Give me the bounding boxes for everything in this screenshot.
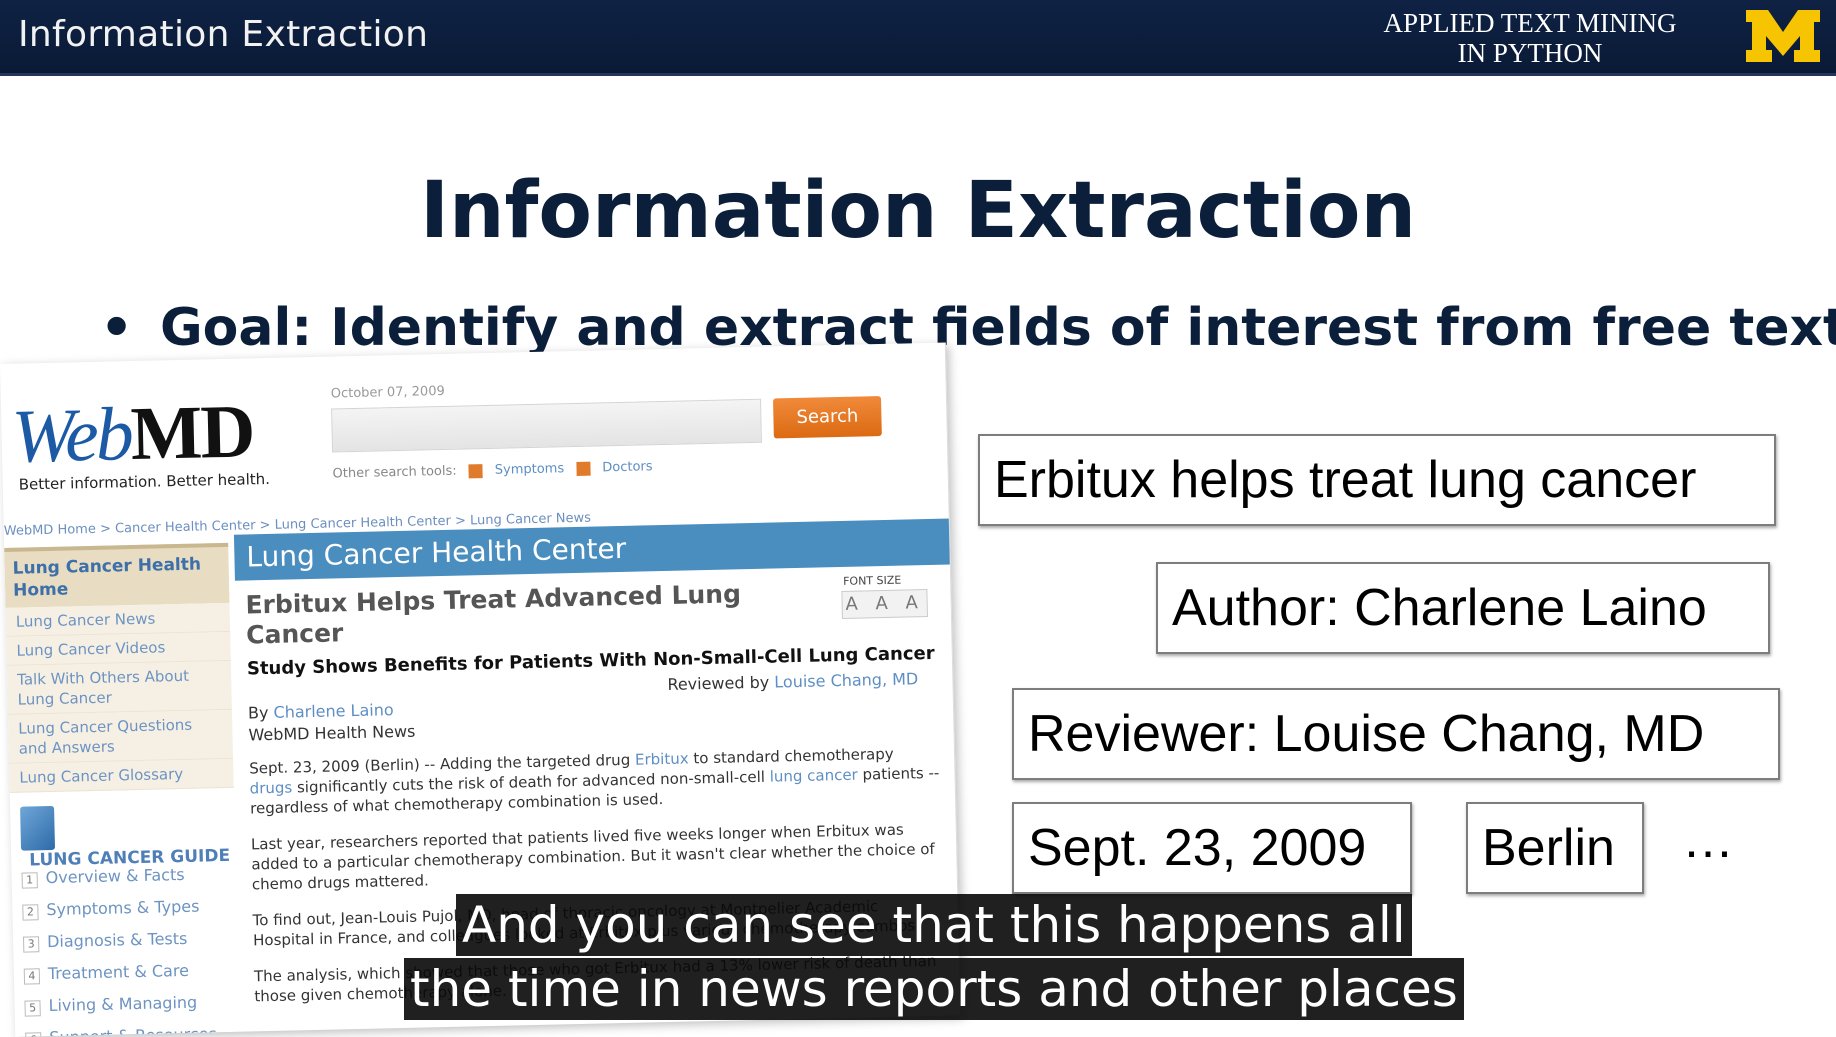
doctors-link[interactable]: Doctors	[602, 459, 653, 475]
book-icon	[20, 806, 55, 851]
doctors-icon	[576, 461, 590, 475]
symptoms-icon	[469, 464, 483, 478]
guide-step[interactable]: 3 Diagnosis & Tests	[13, 922, 238, 959]
drugs-link[interactable]: drugs	[249, 778, 292, 797]
course-line-1: APPLIED TEXT MINING	[1360, 8, 1700, 38]
paragraph: Sept. 23, 2009 (Berlin) -- Adding the ta…	[249, 743, 940, 819]
webmd-logo: WebMD	[11, 388, 255, 480]
webmd-search-button[interactable]: Search	[773, 396, 882, 438]
reviewer-line: Reviewed by Louise Chang, MD	[667, 669, 918, 694]
lung-cancer-link[interactable]: lung cancer	[769, 766, 857, 786]
news-source: WebMD Health News	[248, 722, 415, 745]
extracted-field-author: Author: Charlene Laino	[1156, 562, 1770, 654]
course-line-2: IN PYTHON	[1360, 38, 1700, 68]
guide-step[interactable]: 4 Treatment & Care	[13, 954, 238, 991]
section-title: Information Extraction	[18, 14, 428, 55]
bullet-dot-icon: •	[100, 298, 160, 358]
more-fields-ellipsis: …	[1682, 810, 1734, 870]
webmd-other-tools: Other search tools: Symptoms Doctors	[332, 459, 652, 481]
byline: By Charlene Laino WebMD Health News	[248, 699, 416, 747]
erbitux-link[interactable]: Erbitux	[635, 749, 689, 768]
font-size-buttons[interactable]: A A A	[841, 589, 928, 619]
subtitle-line-2: the time in news reports and other place…	[404, 958, 1464, 1020]
reviewer-link[interactable]: Louise Chang, MD	[774, 669, 918, 691]
font-size-label: FONT SIZE	[843, 574, 901, 588]
sidebar-item[interactable]: Lung Cancer Questions and Answers	[8, 710, 233, 764]
symptoms-link[interactable]: Symptoms	[495, 461, 565, 478]
sidebar-item[interactable]: Talk With Others About Lung Cancer	[7, 661, 232, 715]
subtitle-line-1: And you can see that this happens all	[456, 894, 1412, 956]
goal-bullet: • Goal: Identify and extract fields of in…	[100, 298, 1836, 358]
paragraph: Last year, researchers reported that pat…	[251, 819, 942, 895]
course-name: APPLIED TEXT MINING IN PYTHON	[1360, 8, 1700, 68]
extracted-field-headline: Erbitux helps treat lung cancer	[978, 434, 1776, 526]
title-bar: Information Extraction APPLIED TEXT MINI…	[0, 0, 1836, 76]
extracted-field-reviewer: Reviewer: Louise Chang, MD	[1012, 688, 1780, 780]
goal-text: Goal: Identify and extract fields of int…	[160, 298, 1836, 358]
university-m-logo-icon	[1744, 6, 1822, 66]
sidebar-item[interactable]: Lung Cancer Glossary	[9, 759, 234, 793]
article-title: Erbitux Helps Treat Advanced Lung Cancer	[245, 577, 836, 650]
sidebar-home-link[interactable]: Lung Cancer Health Home	[4, 543, 229, 608]
slide-title: Information Extraction	[0, 166, 1836, 256]
guide-header: LUNG CANCER GUIDE	[10, 802, 235, 863]
webmd-date: October 07, 2009	[331, 384, 445, 402]
extracted-field-date: Sept. 23, 2009	[1012, 802, 1412, 894]
guide-step[interactable]: 5 Living & Managing	[14, 986, 239, 1023]
extracted-field-location: Berlin	[1466, 802, 1644, 894]
guide-step[interactable]: 2 Symptoms & Types	[12, 890, 237, 927]
webmd-search-input[interactable]	[331, 399, 762, 453]
guide-steps: 1 Overview & Facts 2 Symptoms & Types 3 Dia…	[11, 858, 239, 1037]
author-link[interactable]: Charlene Laino	[273, 700, 394, 722]
webmd-sidebar: Lung Cancer Health Home Lung Cancer News…	[4, 543, 239, 1037]
